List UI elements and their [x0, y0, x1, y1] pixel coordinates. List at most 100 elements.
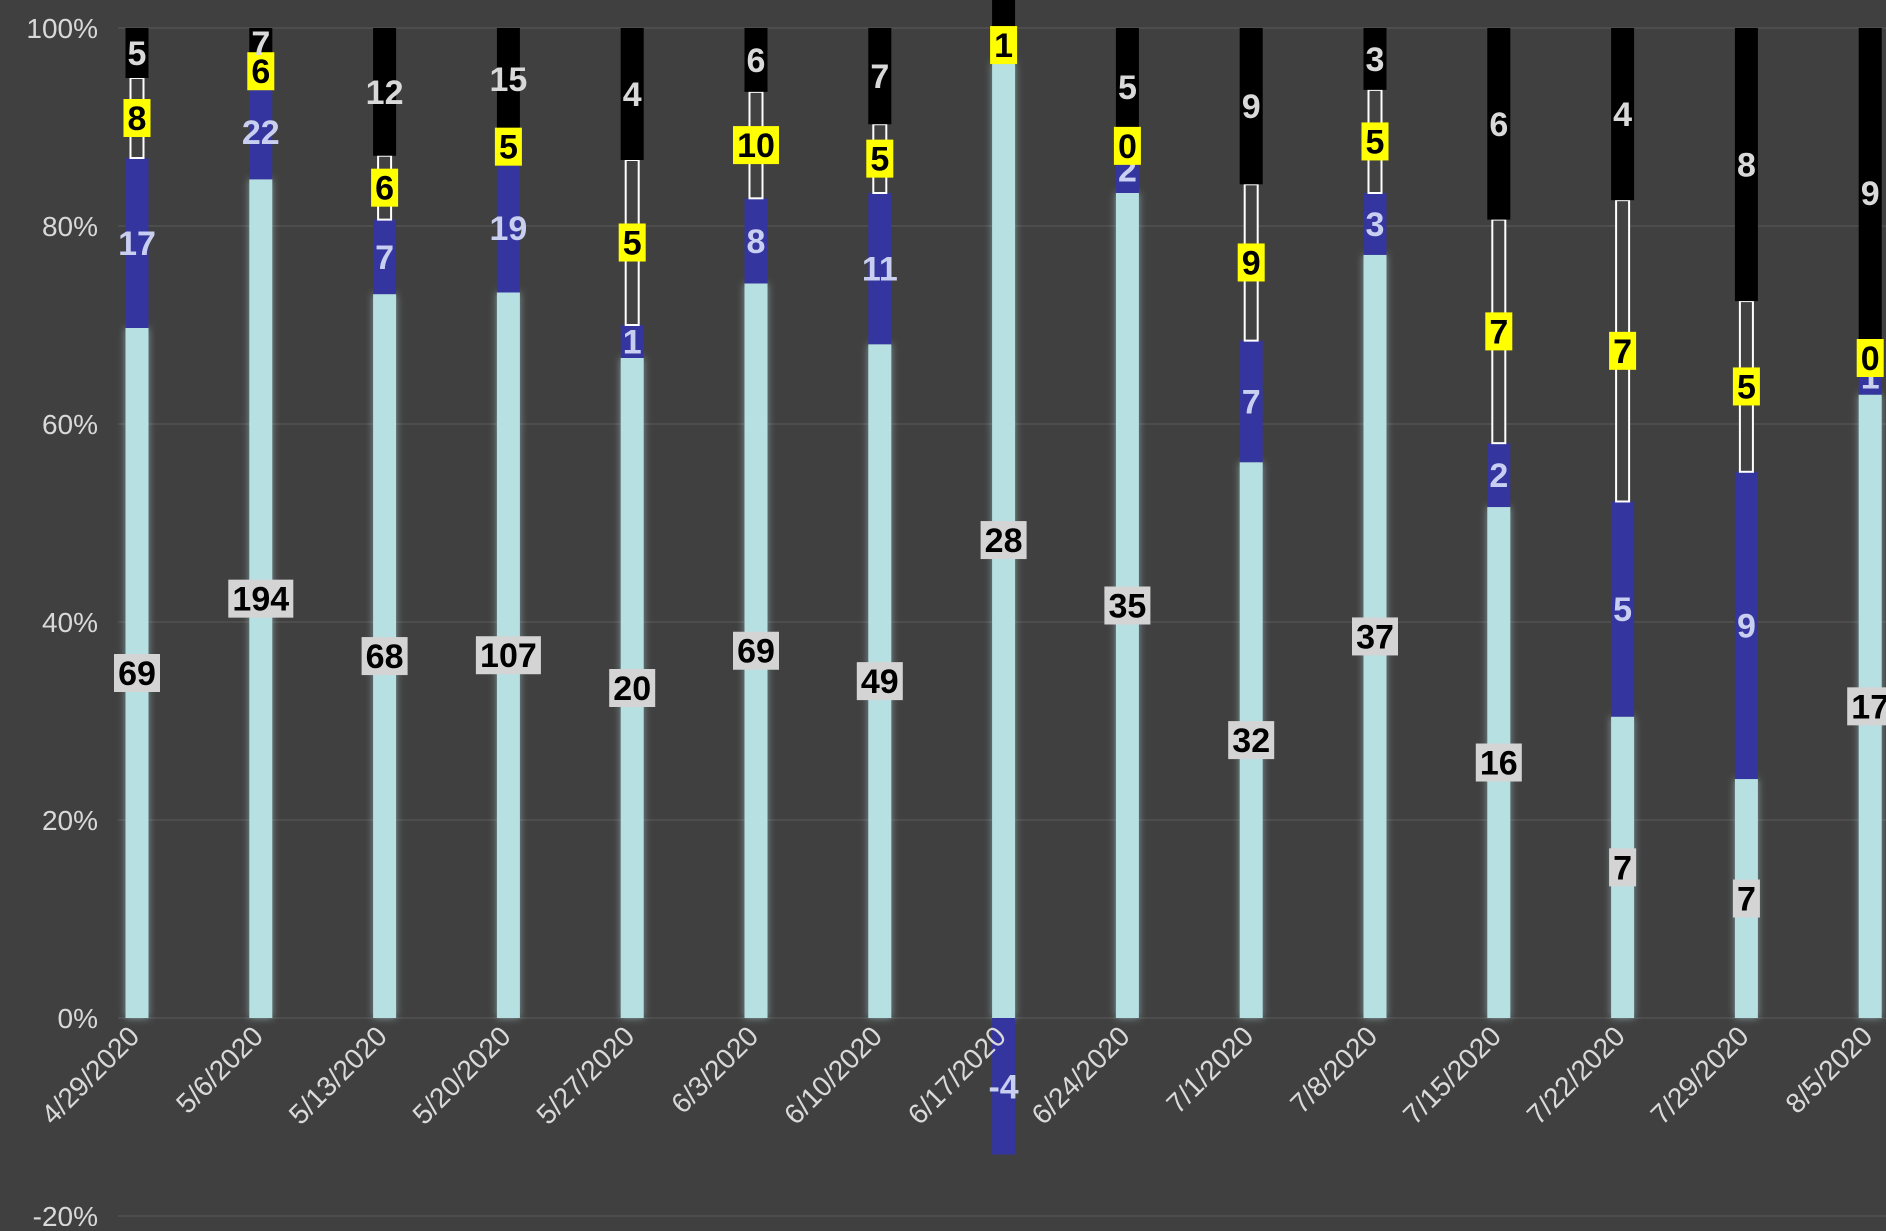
data-label: 5 — [1366, 123, 1385, 161]
bar-segment — [125, 28, 149, 78]
bar-segment — [868, 28, 892, 125]
x-tick-label: 6/10/2020 — [778, 1020, 888, 1130]
y-axis-ticks: -20% 0% 20% 40% 60% 80% 100% — [26, 13, 98, 1231]
data-label-box — [1847, 687, 1886, 726]
data-label: 37 — [1356, 618, 1394, 656]
data-label-box — [228, 579, 294, 618]
data-label-box — [609, 669, 656, 707]
bar-segment — [249, 84, 273, 180]
bar-segment — [1487, 28, 1511, 220]
data-label-box — [1228, 721, 1275, 760]
x-tick-label: 7/29/2020 — [1645, 1020, 1755, 1130]
data-label: 7 — [251, 25, 270, 63]
y-tick-label: 20% — [42, 805, 98, 836]
y-tick-label: 80% — [42, 211, 98, 242]
x-tick-label: 5/20/2020 — [407, 1020, 517, 1130]
data-label-box — [361, 637, 408, 676]
bar-segment — [496, 28, 520, 130]
x-tick-label: 5/6/2020 — [170, 1020, 269, 1119]
x-tick-label: 6/24/2020 — [1026, 1020, 1136, 1130]
data-label: 9 — [1242, 88, 1261, 126]
data-label: 9 — [1737, 607, 1756, 645]
data-label: 4 — [623, 76, 642, 114]
x-tick-label: 4/29/2020 — [35, 1020, 145, 1130]
data-label: 7 — [870, 58, 889, 96]
data-label: 8 — [128, 100, 147, 138]
bar-segment — [373, 219, 397, 295]
data-label: 20 — [613, 670, 651, 708]
bar-segment — [744, 28, 768, 92]
data-label: 6 — [375, 170, 394, 208]
data-label: 9 — [1861, 175, 1880, 213]
data-label-box — [494, 127, 522, 166]
bar-segment — [1239, 28, 1263, 185]
data-label: 69 — [737, 633, 775, 671]
x-tick-label: 5/27/2020 — [530, 1020, 640, 1130]
data-label-box — [1732, 879, 1760, 918]
x-tick-label: 7/22/2020 — [1521, 1020, 1631, 1130]
data-label-box — [1856, 339, 1884, 377]
data-label: 22 — [242, 114, 280, 152]
data-label-box — [1113, 126, 1141, 165]
data-label: 11 — [862, 251, 898, 289]
data-label-box — [1352, 617, 1398, 656]
data-label: 7 — [1613, 333, 1632, 371]
bar-segment — [373, 28, 397, 156]
data-label-box — [247, 52, 275, 91]
bar-segment — [1363, 193, 1387, 255]
data-label: 6 — [747, 42, 766, 80]
data-label: 16 — [1480, 745, 1518, 783]
data-label: 5 — [623, 225, 642, 263]
data-label-box — [475, 636, 541, 675]
data-label: 1 — [994, 27, 1013, 65]
data-label-box — [733, 631, 779, 670]
y-tick-label: 0% — [58, 1003, 98, 1034]
data-label: 1 — [623, 324, 642, 362]
data-label-box — [1237, 243, 1265, 282]
bar-segment — [620, 325, 644, 358]
data-label-box — [1485, 312, 1513, 351]
data-label-box — [856, 662, 903, 701]
data-label: 2 — [1489, 457, 1508, 495]
bar-segment — [496, 163, 520, 293]
data-label-box — [1104, 586, 1151, 625]
data-label: 69 — [118, 655, 156, 693]
data-label: 3 — [1366, 41, 1385, 79]
data-label: 49 — [861, 663, 899, 701]
bar-segment — [1115, 28, 1139, 146]
bar-segment — [992, 0, 1016, 28]
data-label: 6 — [1489, 106, 1508, 144]
bar-segment — [744, 198, 768, 284]
data-label: -4 — [988, 1068, 1018, 1106]
data-label: 5 — [128, 35, 147, 73]
data-label: 19 — [489, 210, 527, 248]
data-label-box — [1732, 367, 1760, 406]
bar-segment — [868, 193, 892, 345]
bar-segment — [125, 158, 149, 328]
data-label: 5 — [1118, 69, 1137, 107]
data-label: 10 — [737, 127, 775, 165]
x-tick-label: 7/8/2020 — [1284, 1020, 1383, 1119]
y-tick-label: 40% — [42, 607, 98, 638]
data-label-box — [1609, 848, 1637, 887]
data-label: 5 — [1613, 591, 1632, 629]
data-label: 28 — [985, 522, 1023, 560]
data-label-box — [733, 126, 779, 165]
bar-segment — [1487, 443, 1511, 508]
data-label-box — [1475, 743, 1522, 782]
bar-segment — [1611, 28, 1635, 201]
x-tick-label: 8/5/2020 — [1779, 1020, 1878, 1119]
bar-segment — [1239, 340, 1263, 463]
bar-segment — [992, 1018, 1016, 1155]
data-label: 12 — [366, 74, 404, 112]
data-label-box — [980, 521, 1027, 560]
x-tick-label: 6/3/2020 — [665, 1020, 764, 1119]
data-label: 7 — [1489, 313, 1508, 351]
data-label: 9 — [1242, 244, 1261, 282]
data-label: 68 — [366, 638, 404, 676]
data-label: 8 — [1737, 147, 1756, 185]
bar-segment — [1363, 28, 1387, 90]
data-label: 4 — [1613, 96, 1632, 134]
x-tick-label: 7/1/2020 — [1160, 1020, 1259, 1119]
